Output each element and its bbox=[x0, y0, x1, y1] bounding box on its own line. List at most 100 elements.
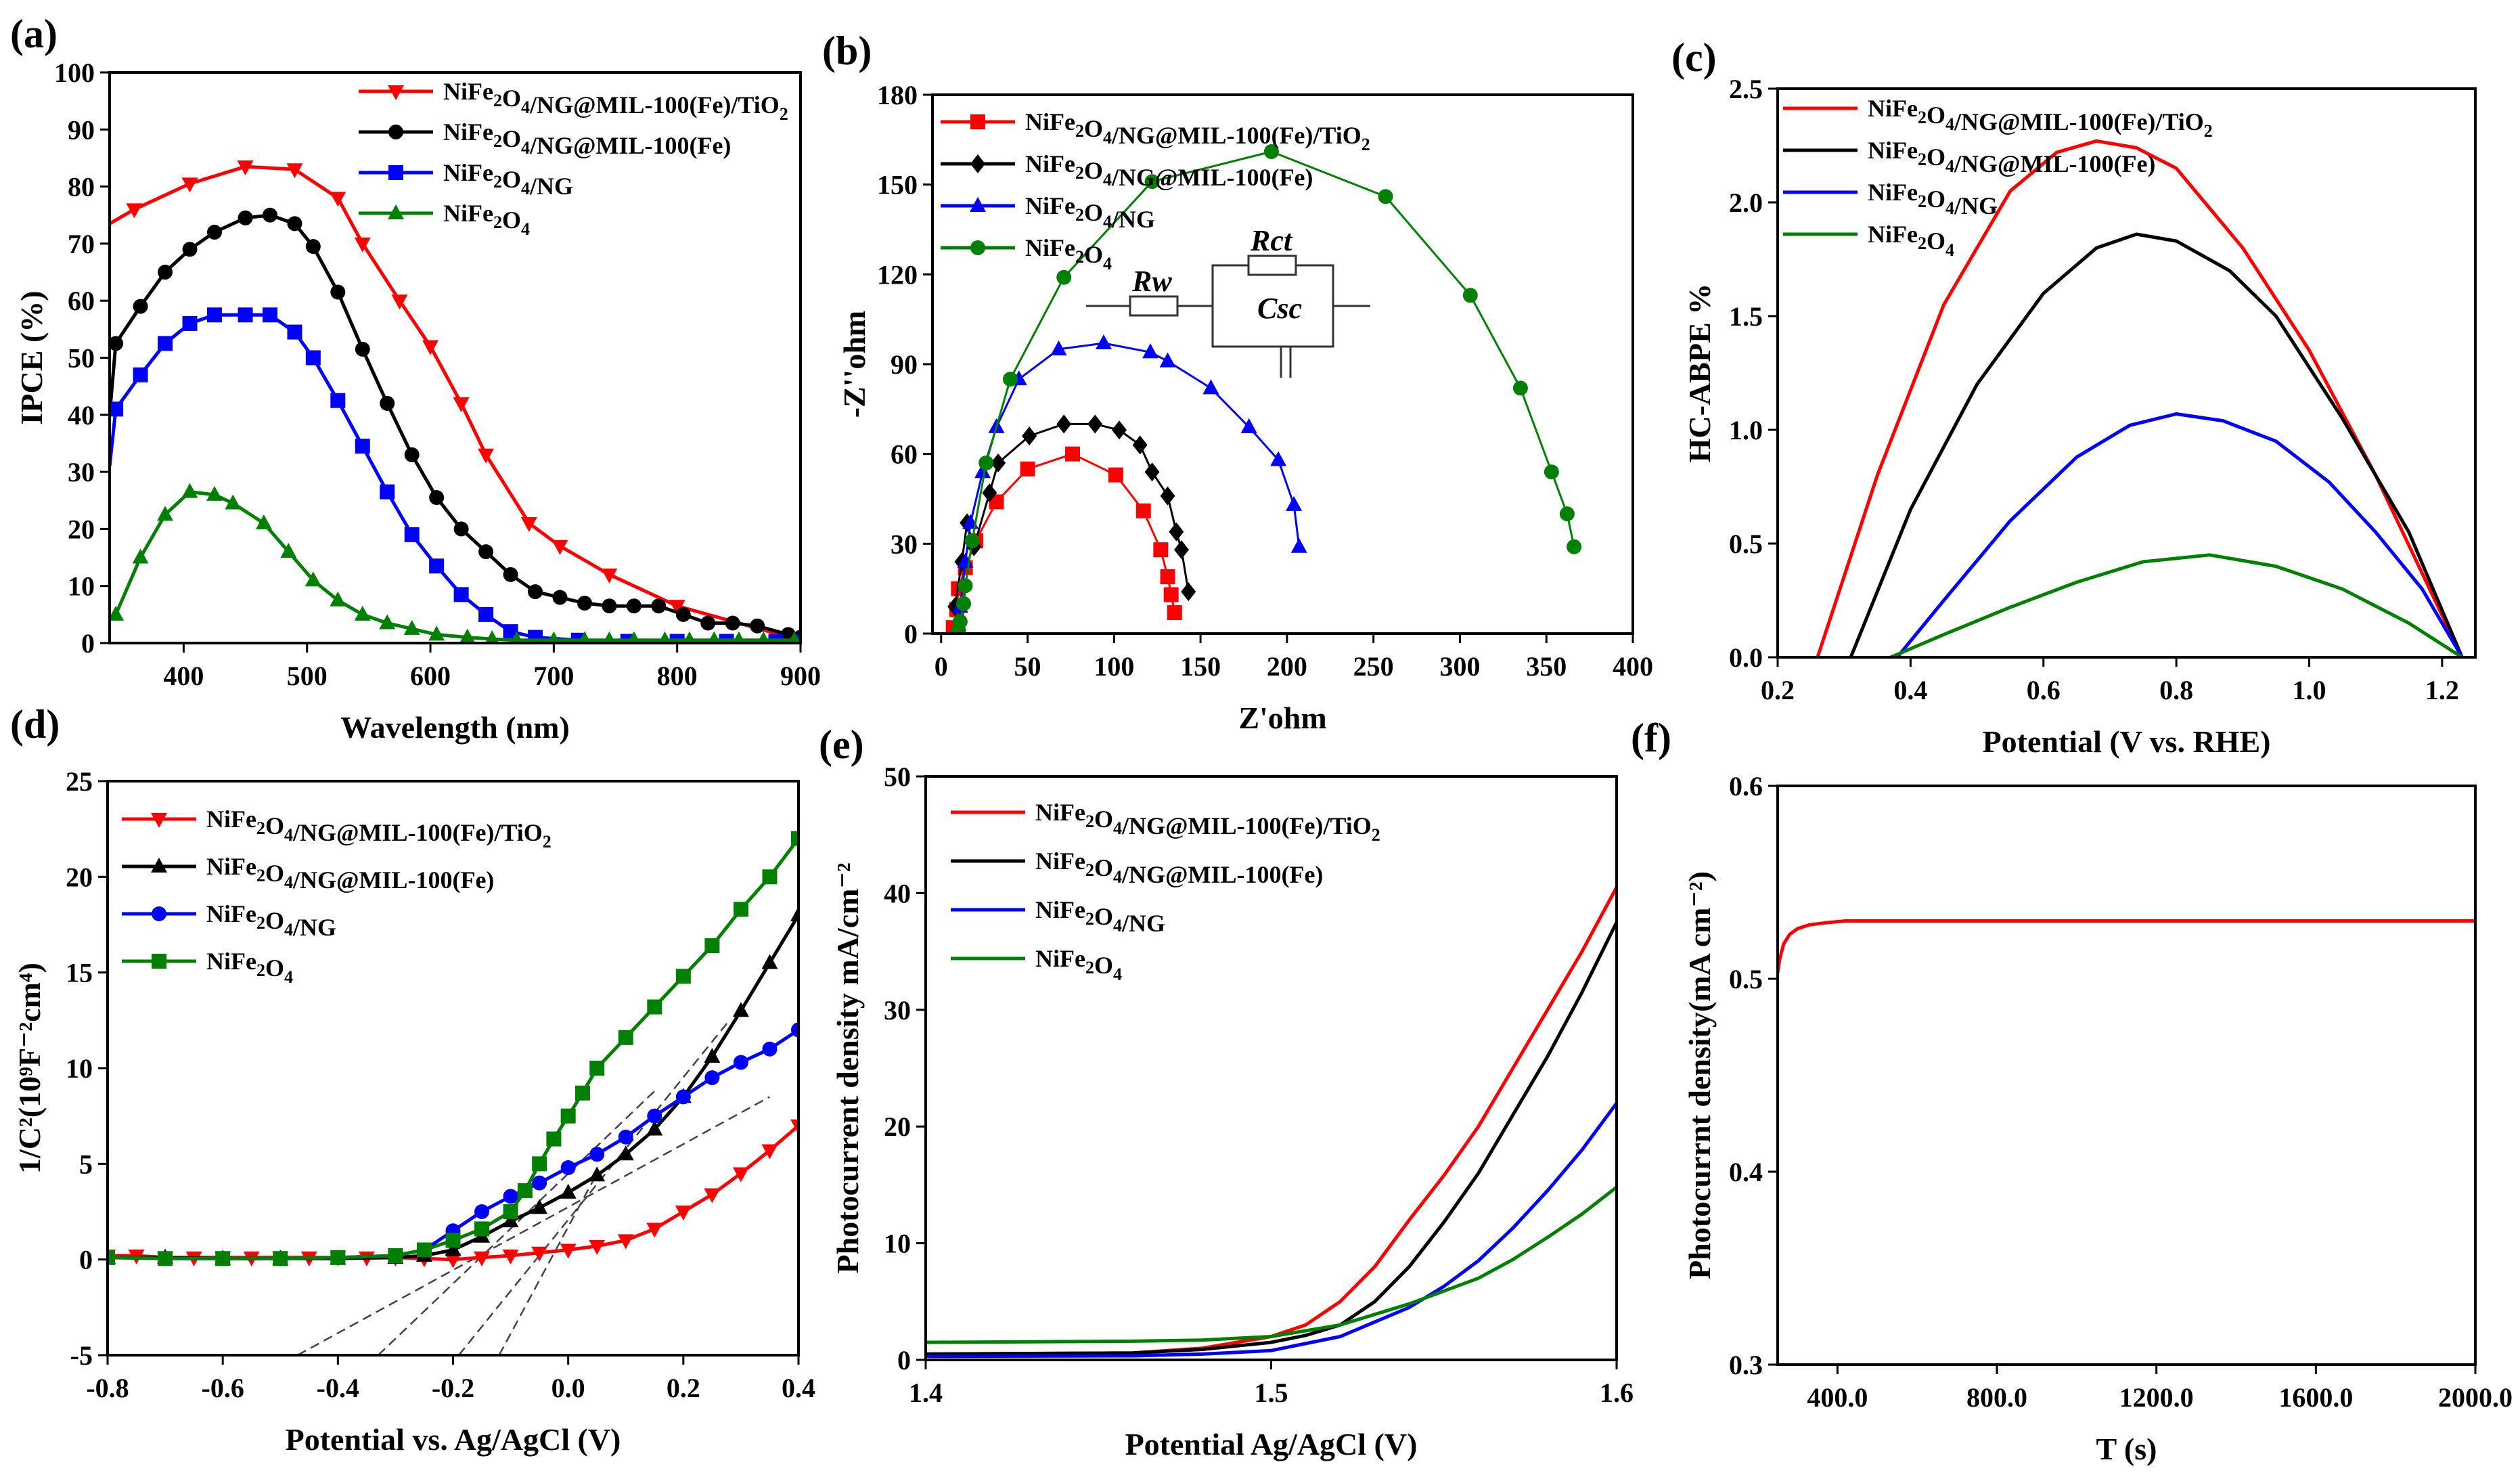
chart-panel-a: (a) 400 500 600 700 800 900 0 10 20 30 40 50 60 70 80 90… bbox=[10, 12, 821, 745]
data-point bbox=[157, 506, 174, 521]
data-point bbox=[546, 1131, 562, 1147]
data-point bbox=[601, 568, 618, 583]
data-point bbox=[626, 598, 642, 614]
data-point bbox=[287, 324, 302, 340]
data-point bbox=[552, 590, 568, 605]
series-line-0 bbox=[952, 453, 1176, 628]
data-point bbox=[964, 533, 980, 548]
y-tick-label: 120 bbox=[877, 259, 918, 290]
x-tick-label: 0.2 bbox=[667, 1373, 700, 1403]
y-tick-label: 40 bbox=[68, 400, 95, 431]
y-tick-label: -5 bbox=[70, 1340, 93, 1371]
data-point bbox=[791, 831, 798, 846]
series-line-1 bbox=[1849, 232, 2464, 657]
data-point bbox=[575, 1085, 590, 1101]
data-point bbox=[704, 1188, 721, 1204]
legend-marker bbox=[151, 813, 167, 828]
y-tick-label: 0 bbox=[897, 1345, 911, 1375]
x-axis-label: Potential vs. Ag/AgCl (V) bbox=[286, 1422, 621, 1457]
resistor-rw bbox=[1129, 295, 1179, 317]
x-tick-label: 300 bbox=[1439, 651, 1480, 682]
x-tick-label: 400 bbox=[1613, 651, 1653, 682]
data-point bbox=[263, 207, 278, 223]
data-point bbox=[478, 607, 494, 622]
data-point bbox=[531, 1246, 548, 1262]
data-point bbox=[1096, 334, 1112, 350]
series-line-3 bbox=[110, 490, 794, 642]
y-axis-label: Photocurrnt density(mA cm⁻²) bbox=[1682, 871, 1717, 1279]
data-point bbox=[1065, 446, 1080, 462]
plot-area bbox=[108, 831, 798, 1355]
x-tick-label: 800.0 bbox=[1966, 1382, 2027, 1413]
panel-label: (d) bbox=[10, 702, 60, 747]
series-line-3 bbox=[926, 1185, 1617, 1344]
data-point bbox=[330, 1250, 346, 1265]
data-point bbox=[474, 1221, 490, 1237]
x-axis-label: Potential Ag/AgCl (V) bbox=[1125, 1427, 1418, 1461]
y-axis-label: HC-ABPE % bbox=[1682, 284, 1717, 463]
x-tick-label: -0.4 bbox=[317, 1373, 359, 1403]
x-axis-label: Z'ohm bbox=[1238, 701, 1326, 735]
data-point bbox=[578, 631, 591, 643]
x-tick-label: 250 bbox=[1353, 651, 1394, 682]
data-point bbox=[790, 906, 798, 921]
data-point bbox=[651, 598, 667, 614]
data-point bbox=[1160, 486, 1175, 506]
data-point bbox=[429, 490, 445, 506]
y-tick-label: 60 bbox=[891, 439, 918, 470]
y-tick-label: 0.5 bbox=[1729, 529, 1763, 559]
fit-line bbox=[378, 1090, 656, 1355]
chart-panel-b: (b) 0 50 100 150 200 250 300 350 400 0 30 60 90 120 150… bbox=[822, 28, 1653, 735]
data-point bbox=[589, 1166, 606, 1182]
x-tick-label: 50 bbox=[1014, 651, 1041, 682]
data-point bbox=[791, 1022, 798, 1038]
x-tick-label: 0.8 bbox=[2159, 675, 2193, 705]
data-point bbox=[110, 605, 125, 621]
axes-frame bbox=[924, 775, 1618, 1361]
x-tick-label: 200 bbox=[1267, 651, 1307, 682]
data-point bbox=[647, 999, 662, 1015]
legend-marker bbox=[970, 154, 985, 173]
data-point bbox=[1020, 461, 1035, 477]
data-point bbox=[355, 341, 370, 357]
y-tick-label: 0.5 bbox=[1729, 964, 1763, 994]
data-point bbox=[503, 567, 518, 582]
data-point bbox=[1056, 269, 1072, 285]
plot-area bbox=[945, 144, 1582, 634]
x-tick-label: 0.4 bbox=[782, 1373, 815, 1403]
y-tick-label: 90 bbox=[68, 114, 95, 145]
x-tick-label: 0 bbox=[935, 651, 948, 682]
data-point bbox=[618, 1129, 633, 1145]
chart-panel-d: (d) -0.8 -0.6 -0.4 -0.2 0.0 0.2 0.4 -5 0 5 10 15 20 25… bbox=[10, 702, 815, 1457]
fit-line bbox=[297, 1096, 771, 1355]
data-point bbox=[1286, 495, 1303, 511]
y-tick-label: 70 bbox=[68, 229, 95, 259]
legend-label: NiFe2O4/NG@MIL-100(Fe) bbox=[1035, 847, 1323, 888]
x-axis-label: Wavelength (nm) bbox=[340, 710, 570, 745]
x-tick-label: 0.4 bbox=[1893, 675, 1927, 705]
x-tick-label: 1.0 bbox=[2293, 675, 2326, 705]
data-point bbox=[503, 1204, 518, 1219]
legend-label: NiFe2O4/NG@MIL-100(Fe)/TiO2 bbox=[1025, 108, 1370, 154]
data-point bbox=[404, 447, 420, 462]
data-point bbox=[1378, 189, 1393, 204]
data-point bbox=[517, 1183, 533, 1198]
x-tick-label: 1.6 bbox=[1600, 1377, 1634, 1408]
data-point bbox=[602, 598, 617, 614]
data-point bbox=[732, 1002, 749, 1017]
x-axis-label: Potential (V vs. RHE) bbox=[1983, 724, 2271, 759]
legend-label: NiFe2O4 bbox=[206, 948, 293, 987]
x-tick-label: 900 bbox=[780, 661, 821, 691]
data-point bbox=[788, 631, 801, 643]
y-tick-label: 0 bbox=[904, 619, 918, 649]
legend-label: NiFe2O4/NG@MIL-100(Fe) bbox=[1868, 137, 2155, 177]
data-point bbox=[503, 624, 518, 640]
legend-marker bbox=[970, 197, 986, 212]
data-point bbox=[445, 1253, 462, 1269]
y-tick-label: 1.5 bbox=[1729, 301, 1763, 332]
data-point bbox=[403, 619, 420, 635]
series-line-0 bbox=[110, 164, 801, 642]
data-point bbox=[273, 1251, 288, 1266]
x-tick-label: 500 bbox=[287, 661, 328, 691]
